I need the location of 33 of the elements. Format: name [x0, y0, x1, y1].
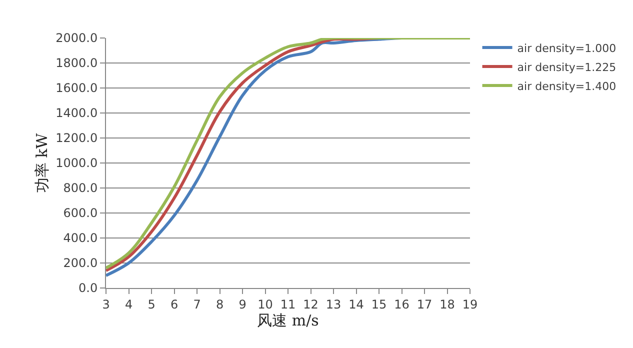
- x-tick-label: 7: [193, 297, 201, 312]
- x-tick-label: 16: [394, 297, 410, 312]
- y-tick-label: 0.0: [78, 281, 98, 296]
- x-tick-label: 9: [238, 297, 246, 312]
- legend-label: air density=1.225: [517, 60, 616, 74]
- legend-label: air density=1.000: [517, 42, 616, 55]
- y-tick-label: 1800.0: [56, 56, 98, 70]
- y-tick-label: 400.0: [63, 231, 98, 246]
- x-tick-label: 14: [348, 297, 364, 312]
- y-tick-label: 600.0: [63, 206, 98, 220]
- x-tick-label: 11: [280, 297, 296, 312]
- x-tick-label: 6: [170, 297, 178, 312]
- x-axis-title: 风速 m/s: [257, 311, 319, 330]
- y-tick-label: 200.0: [63, 256, 98, 270]
- y-axis-title: 功率 kW: [32, 132, 51, 193]
- y-tick-label: 1400.0: [56, 106, 98, 120]
- x-tick-label: 19: [462, 297, 478, 312]
- y-tick-label: 800.0: [63, 181, 98, 196]
- x-tick-label: 3: [102, 297, 110, 312]
- x-tick-label: 4: [124, 297, 133, 312]
- y-tick-label: 1600.0: [56, 81, 98, 96]
- y-tick-label: 2000.0: [56, 31, 98, 46]
- legend-label: air density=1.400: [517, 80, 616, 93]
- x-tick-label: 12: [303, 297, 318, 312]
- x-tick-label: 13: [326, 297, 342, 312]
- x-tick-label: 5: [148, 297, 156, 312]
- x-tick-label: 10: [258, 297, 273, 312]
- x-tick-label: 17: [416, 297, 432, 312]
- x-tick-label: 18: [440, 297, 455, 312]
- y-tick-label: 1000.0: [56, 156, 98, 170]
- x-tick-label: 8: [216, 297, 224, 312]
- y-tick-label: 1200.0: [56, 131, 98, 146]
- x-tick-label: 15: [371, 297, 387, 312]
